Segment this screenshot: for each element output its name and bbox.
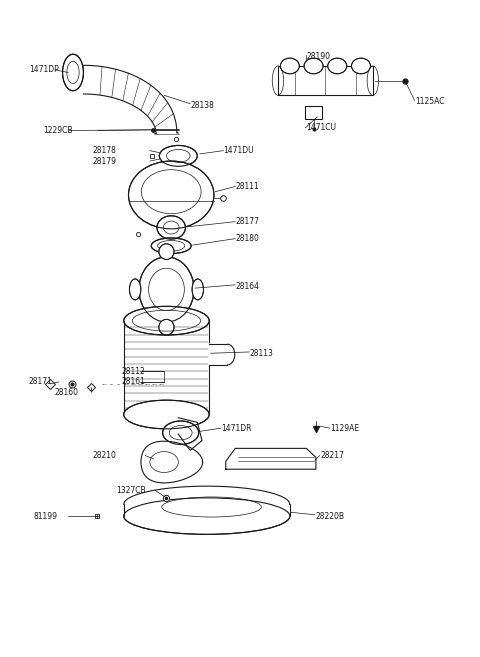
- Ellipse shape: [159, 145, 197, 166]
- Ellipse shape: [163, 421, 199, 444]
- Text: 1125AC: 1125AC: [416, 97, 445, 106]
- Text: 1471CU: 1471CU: [306, 124, 336, 132]
- Text: 28180: 28180: [235, 234, 259, 243]
- Polygon shape: [226, 448, 316, 469]
- Text: 1229CB: 1229CB: [43, 126, 72, 135]
- Text: 28164: 28164: [235, 282, 259, 290]
- Text: 28220B: 28220B: [316, 512, 345, 520]
- Text: 28217: 28217: [321, 451, 345, 460]
- Text: 81199: 81199: [34, 512, 58, 520]
- Polygon shape: [141, 442, 203, 483]
- Ellipse shape: [192, 279, 204, 300]
- Bar: [278, 66, 373, 95]
- Polygon shape: [179, 418, 202, 450]
- Text: 1471DU: 1471DU: [223, 146, 254, 155]
- Text: 1471DP: 1471DP: [29, 66, 59, 74]
- Ellipse shape: [124, 306, 209, 335]
- Ellipse shape: [124, 498, 290, 534]
- Ellipse shape: [124, 400, 209, 429]
- Polygon shape: [84, 65, 177, 133]
- Bar: [305, 106, 322, 120]
- Polygon shape: [124, 321, 209, 415]
- Text: 28112: 28112: [121, 367, 145, 376]
- Polygon shape: [209, 344, 229, 365]
- Text: 28177: 28177: [235, 217, 259, 226]
- Text: 28111: 28111: [235, 182, 259, 191]
- Ellipse shape: [280, 58, 300, 74]
- Text: 28210: 28210: [93, 451, 117, 460]
- Ellipse shape: [304, 58, 323, 74]
- Ellipse shape: [139, 257, 194, 322]
- Text: 1327CB: 1327CB: [117, 486, 146, 495]
- Ellipse shape: [159, 244, 174, 260]
- Text: 28179: 28179: [93, 156, 117, 166]
- Ellipse shape: [129, 161, 214, 229]
- Text: 28178: 28178: [93, 146, 117, 155]
- Ellipse shape: [151, 238, 191, 254]
- Ellipse shape: [328, 58, 347, 74]
- Text: 28161: 28161: [121, 377, 145, 386]
- Ellipse shape: [62, 55, 84, 91]
- Text: 28160: 28160: [55, 388, 79, 397]
- Text: 28190: 28190: [306, 52, 330, 60]
- Text: 28113: 28113: [250, 349, 274, 358]
- Ellipse shape: [159, 319, 174, 335]
- Text: 28138: 28138: [190, 101, 214, 110]
- Ellipse shape: [351, 58, 371, 74]
- Ellipse shape: [157, 215, 185, 239]
- Text: 28171: 28171: [29, 377, 53, 386]
- Text: 1471DR: 1471DR: [221, 424, 252, 433]
- Ellipse shape: [130, 279, 141, 300]
- Text: 1129AE: 1129AE: [330, 424, 359, 433]
